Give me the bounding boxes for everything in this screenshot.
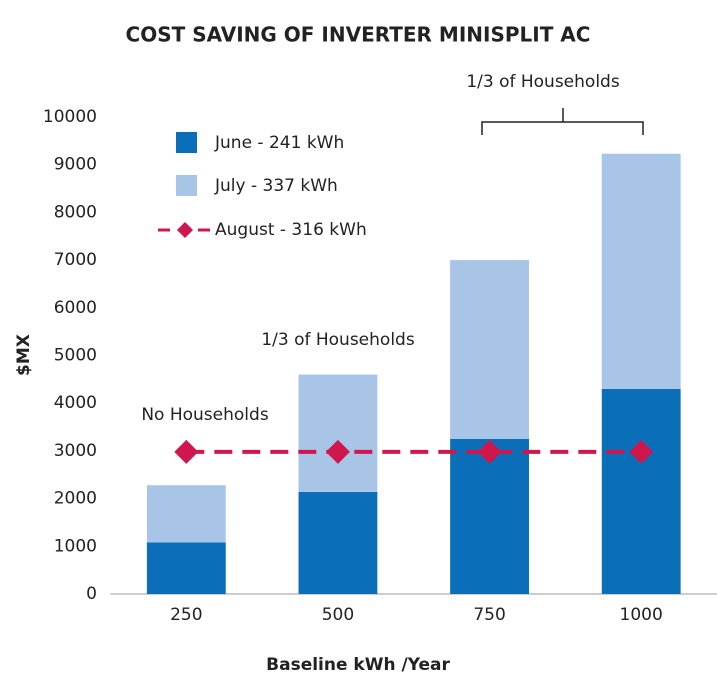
bar (601, 388, 681, 594)
y-tick-label: 2000 (54, 489, 97, 509)
x-tick-label: 500 (322, 605, 354, 625)
y-tick-label: 6000 (54, 298, 97, 318)
legend-label: July - 337 kWh (214, 176, 338, 196)
line-marker (629, 439, 654, 464)
x-tick-label: 750 (473, 605, 505, 625)
y-tick-label: 4000 (54, 393, 97, 413)
y-tick-label: 1000 (54, 536, 97, 556)
y-tick-label: 10000 (43, 107, 97, 127)
x-tick-label: 250 (170, 605, 202, 625)
y-axis-label: $MX (14, 334, 34, 376)
annotation: 1/3 of Households (466, 72, 620, 92)
bar (146, 542, 226, 594)
y-tick-label: 8000 (54, 202, 97, 222)
legend-marker (177, 222, 193, 238)
y-tick-label: 7000 (54, 250, 97, 270)
legend-swatch (176, 175, 197, 196)
y-tick-label: 9000 (54, 155, 97, 175)
bar (298, 491, 378, 594)
x-tick-label: 1000 (620, 605, 663, 625)
bracket (481, 108, 644, 135)
line-marker (325, 439, 350, 464)
y-tick-label: 3000 (54, 441, 97, 461)
legend-label: August - 316 kWh (215, 220, 367, 240)
line-marker (477, 439, 502, 464)
bar (146, 485, 226, 543)
bar (601, 153, 681, 389)
y-tick-label: 0 (86, 584, 97, 604)
bar (450, 438, 529, 594)
y-tick-label: 5000 (54, 346, 97, 366)
line-marker (174, 439, 199, 464)
chart-title: COST SAVING OF INVERTER MINISPLIT AC (126, 23, 591, 47)
bar (450, 260, 529, 439)
legend-label: June - 241 kWh (214, 133, 344, 153)
legend-swatch (176, 132, 197, 153)
annotation: 1/3 of Households (261, 330, 415, 350)
annotation: No Households (141, 405, 268, 425)
bar (298, 374, 378, 492)
x-axis-label: Baseline kWh /Year (266, 655, 450, 675)
